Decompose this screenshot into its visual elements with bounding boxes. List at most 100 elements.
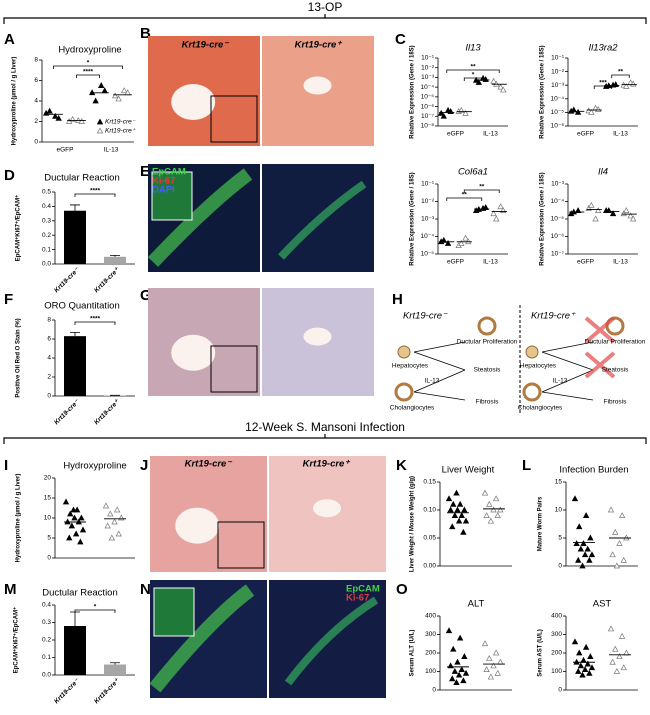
- chart-title: Il13ra2: [588, 43, 618, 54]
- x-tick-label: IL-13: [104, 147, 119, 154]
- y-tick-label: 20: [44, 475, 52, 482]
- bar: [64, 210, 86, 264]
- significance-bracket: [611, 74, 630, 78]
- data-point: [486, 500, 493, 507]
- y-tick-label: 0.0: [42, 261, 51, 268]
- data-point: [623, 82, 630, 89]
- error-bar: [70, 331, 80, 337]
- data-point: [588, 551, 596, 558]
- panel-letter: A: [4, 31, 15, 48]
- significance-label: **: [462, 192, 468, 199]
- data-point: [462, 234, 469, 241]
- data-point: [586, 556, 593, 563]
- significance-label: ****: [83, 69, 94, 76]
- panel-letter: N: [140, 581, 151, 598]
- data-point: [584, 545, 591, 552]
- x-tick-label: Krt19-cre⁻: [53, 677, 82, 706]
- data-point: [481, 640, 489, 647]
- data-point: [108, 534, 116, 541]
- data-point: [497, 658, 504, 665]
- y-tick-label: 10⁻⁵: [551, 109, 565, 116]
- y-tick-label: 2: [47, 374, 51, 381]
- data-point: [487, 673, 495, 680]
- data-point: [458, 512, 465, 518]
- chart-title: Col6a1: [458, 167, 488, 178]
- x-tick-label: Krt19-cre⁺: [93, 677, 122, 706]
- data-point: [607, 625, 615, 632]
- x-tick-label: eGFP: [57, 147, 74, 154]
- x-tick-label: IL-13: [613, 131, 628, 138]
- y-axis-label: Positive Oil Red O Stain (%): [16, 318, 22, 397]
- data-point: [494, 512, 501, 518]
- data-point: [447, 506, 454, 513]
- data-point: [580, 656, 587, 663]
- stain-region: [147, 168, 253, 267]
- y-tick-label: 2: [34, 118, 38, 125]
- y-tick-label: 10⁻²: [421, 198, 435, 205]
- vessel: [303, 76, 332, 95]
- significance-label: ****: [90, 316, 101, 323]
- y-tick-label: 10⁻⁴: [551, 96, 565, 103]
- data-point: [445, 495, 453, 502]
- data-point: [576, 523, 583, 530]
- data-point: [630, 215, 637, 222]
- data-point: [487, 517, 495, 524]
- data-point: [98, 82, 105, 88]
- data-point: [456, 634, 464, 641]
- y-tick-label: 10⁻⁸: [421, 123, 435, 130]
- y-tick-label: 10⁻⁷: [551, 251, 565, 258]
- error-bar: [110, 662, 120, 665]
- data-point: [444, 239, 452, 246]
- error-bar: [110, 254, 120, 257]
- significance-bracket: [74, 609, 116, 613]
- legend-marker: [96, 118, 104, 125]
- panel-letter: O: [396, 581, 408, 598]
- y-tick-label: 0: [558, 563, 562, 570]
- error-bar: [70, 611, 80, 626]
- chart-title: Il4: [598, 167, 608, 178]
- panel-letter: L: [522, 457, 531, 474]
- panel-letter: J: [140, 457, 148, 474]
- y-tick-label: 4: [34, 98, 38, 105]
- y-tick-label: 0.4: [42, 602, 51, 609]
- x-tick-label: eGFP: [577, 131, 594, 138]
- y-tick-label: 100: [551, 668, 562, 675]
- diagram-label: IL-13: [553, 378, 568, 385]
- arrow: [541, 341, 594, 401]
- chart-title: Infection Burden: [559, 465, 628, 476]
- x-tick-label: Krt19-cre⁺: [93, 398, 122, 427]
- data-point: [587, 534, 594, 541]
- stain-region: [149, 584, 255, 693]
- duct-icon: [477, 316, 497, 336]
- data-point: [451, 512, 459, 518]
- data-point: [456, 500, 464, 507]
- significance-bracket: [463, 189, 500, 193]
- data-point: [574, 207, 582, 213]
- panel-letter: H: [392, 291, 403, 308]
- data-point: [77, 538, 84, 545]
- y-tick-label: 0: [47, 393, 51, 400]
- data-point: [609, 551, 616, 558]
- inset: [153, 587, 195, 637]
- y-tick-label: 400: [551, 613, 562, 620]
- data-point: [612, 645, 619, 652]
- significance-bracket: [446, 69, 500, 73]
- data-point: [588, 201, 595, 208]
- section-bracket: [3, 14, 647, 24]
- data-point: [577, 662, 585, 669]
- data-point: [493, 215, 500, 222]
- data-point: [92, 97, 99, 104]
- y-axis-label: EpCAM⁺Ki67⁺/EpCAM⁺: [15, 195, 22, 262]
- data-point: [492, 649, 500, 656]
- data-point: [450, 645, 457, 652]
- caption: Krt19-cre⁺: [295, 40, 343, 51]
- chart-title: Il13: [465, 43, 481, 54]
- cholangiocyte-icon: [394, 382, 414, 402]
- data-point: [490, 77, 497, 84]
- y-tick-label: 10⁻²: [551, 68, 565, 75]
- diagram-label: Hepatocytes: [392, 363, 429, 370]
- y-tick-label: 6: [34, 77, 38, 84]
- data-point: [609, 210, 617, 217]
- y-tick-label: 8: [47, 317, 51, 324]
- vessel: [171, 84, 216, 120]
